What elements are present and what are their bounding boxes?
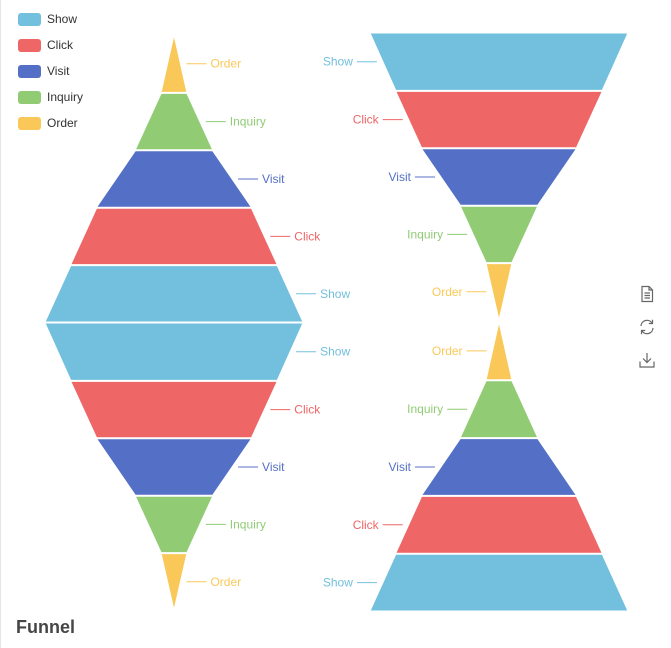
slice-label: Order <box>432 285 463 299</box>
legend-swatch <box>18 116 41 130</box>
funnel-slice-inquiry[interactable] <box>134 92 214 151</box>
funnel-slice-visit[interactable] <box>420 438 578 496</box>
legend-swatch <box>18 90 41 104</box>
slice-label: Show <box>323 576 353 590</box>
legend-swatch <box>18 12 41 26</box>
legend-label: Inquiry <box>47 90 84 104</box>
funnel-slice-show[interactable] <box>44 322 304 381</box>
slice-label: Show <box>323 55 353 69</box>
funnel-slice-visit[interactable] <box>95 438 253 496</box>
legend-item-show[interactable]: Show <box>18 6 83 32</box>
legend-item-order[interactable]: Order <box>18 110 83 136</box>
funnel-slice-order[interactable] <box>160 553 188 611</box>
funnel-slice-show[interactable] <box>44 265 304 323</box>
legend-label: Visit <box>47 64 70 78</box>
funnel-slice-show[interactable] <box>369 32 629 91</box>
slice-label: Order <box>432 344 463 358</box>
data-view-icon[interactable] <box>638 285 656 303</box>
legend-item-visit[interactable]: Visit <box>18 58 83 84</box>
legend: Show Click Visit Inquiry Order <box>18 6 83 136</box>
slice-label: Order <box>210 57 241 71</box>
funnel-slice-click[interactable] <box>395 90 603 149</box>
slice-label: Inquiry <box>407 402 443 416</box>
funnel-slice-click[interactable] <box>70 380 278 439</box>
slice-label: Visit <box>262 460 285 474</box>
slice-label: Show <box>320 345 350 359</box>
slice-label: Inquiry <box>230 517 266 531</box>
legend-label: Show <box>47 12 78 26</box>
slice-label: Click <box>353 518 380 532</box>
legend-label: Click <box>47 38 73 52</box>
slice-label: Inquiry <box>230 115 266 129</box>
funnel-slice-inquiry[interactable] <box>459 205 539 264</box>
funnel-slice-visit[interactable] <box>420 148 578 206</box>
divider <box>0 0 1 648</box>
funnel-slice-order[interactable] <box>485 321 513 381</box>
legend-swatch <box>18 64 41 78</box>
slice-label: Click <box>294 403 321 417</box>
slice-label: Click <box>294 229 321 243</box>
chart-title: Funnel <box>16 617 75 637</box>
funnel-slice-order[interactable] <box>485 263 513 321</box>
funnel-slice-click[interactable] <box>395 495 603 554</box>
slice-label: Show <box>320 287 350 301</box>
slice-label: Inquiry <box>407 227 443 241</box>
slice-label: Visit <box>388 460 411 474</box>
funnel-slice-inquiry[interactable] <box>134 495 214 554</box>
funnel-slice-show[interactable] <box>369 553 629 612</box>
slice-label: Visit <box>388 170 411 184</box>
slice-label: Click <box>353 113 380 127</box>
slice-label: Visit <box>262 172 285 186</box>
funnel-slice-click[interactable] <box>70 207 278 266</box>
funnel-slice-inquiry[interactable] <box>459 380 539 439</box>
toolbox <box>638 285 658 384</box>
slice-label: Order <box>210 575 241 589</box>
funnel-slice-order[interactable] <box>160 34 188 93</box>
restore-icon[interactable] <box>638 318 656 336</box>
legend-item-click[interactable]: Click <box>18 32 83 58</box>
legend-label: Order <box>47 116 78 130</box>
legend-swatch <box>18 38 41 52</box>
funnel-slice-visit[interactable] <box>95 150 253 208</box>
legend-item-inquiry[interactable]: Inquiry <box>18 84 83 110</box>
save-image-icon[interactable] <box>638 351 656 369</box>
